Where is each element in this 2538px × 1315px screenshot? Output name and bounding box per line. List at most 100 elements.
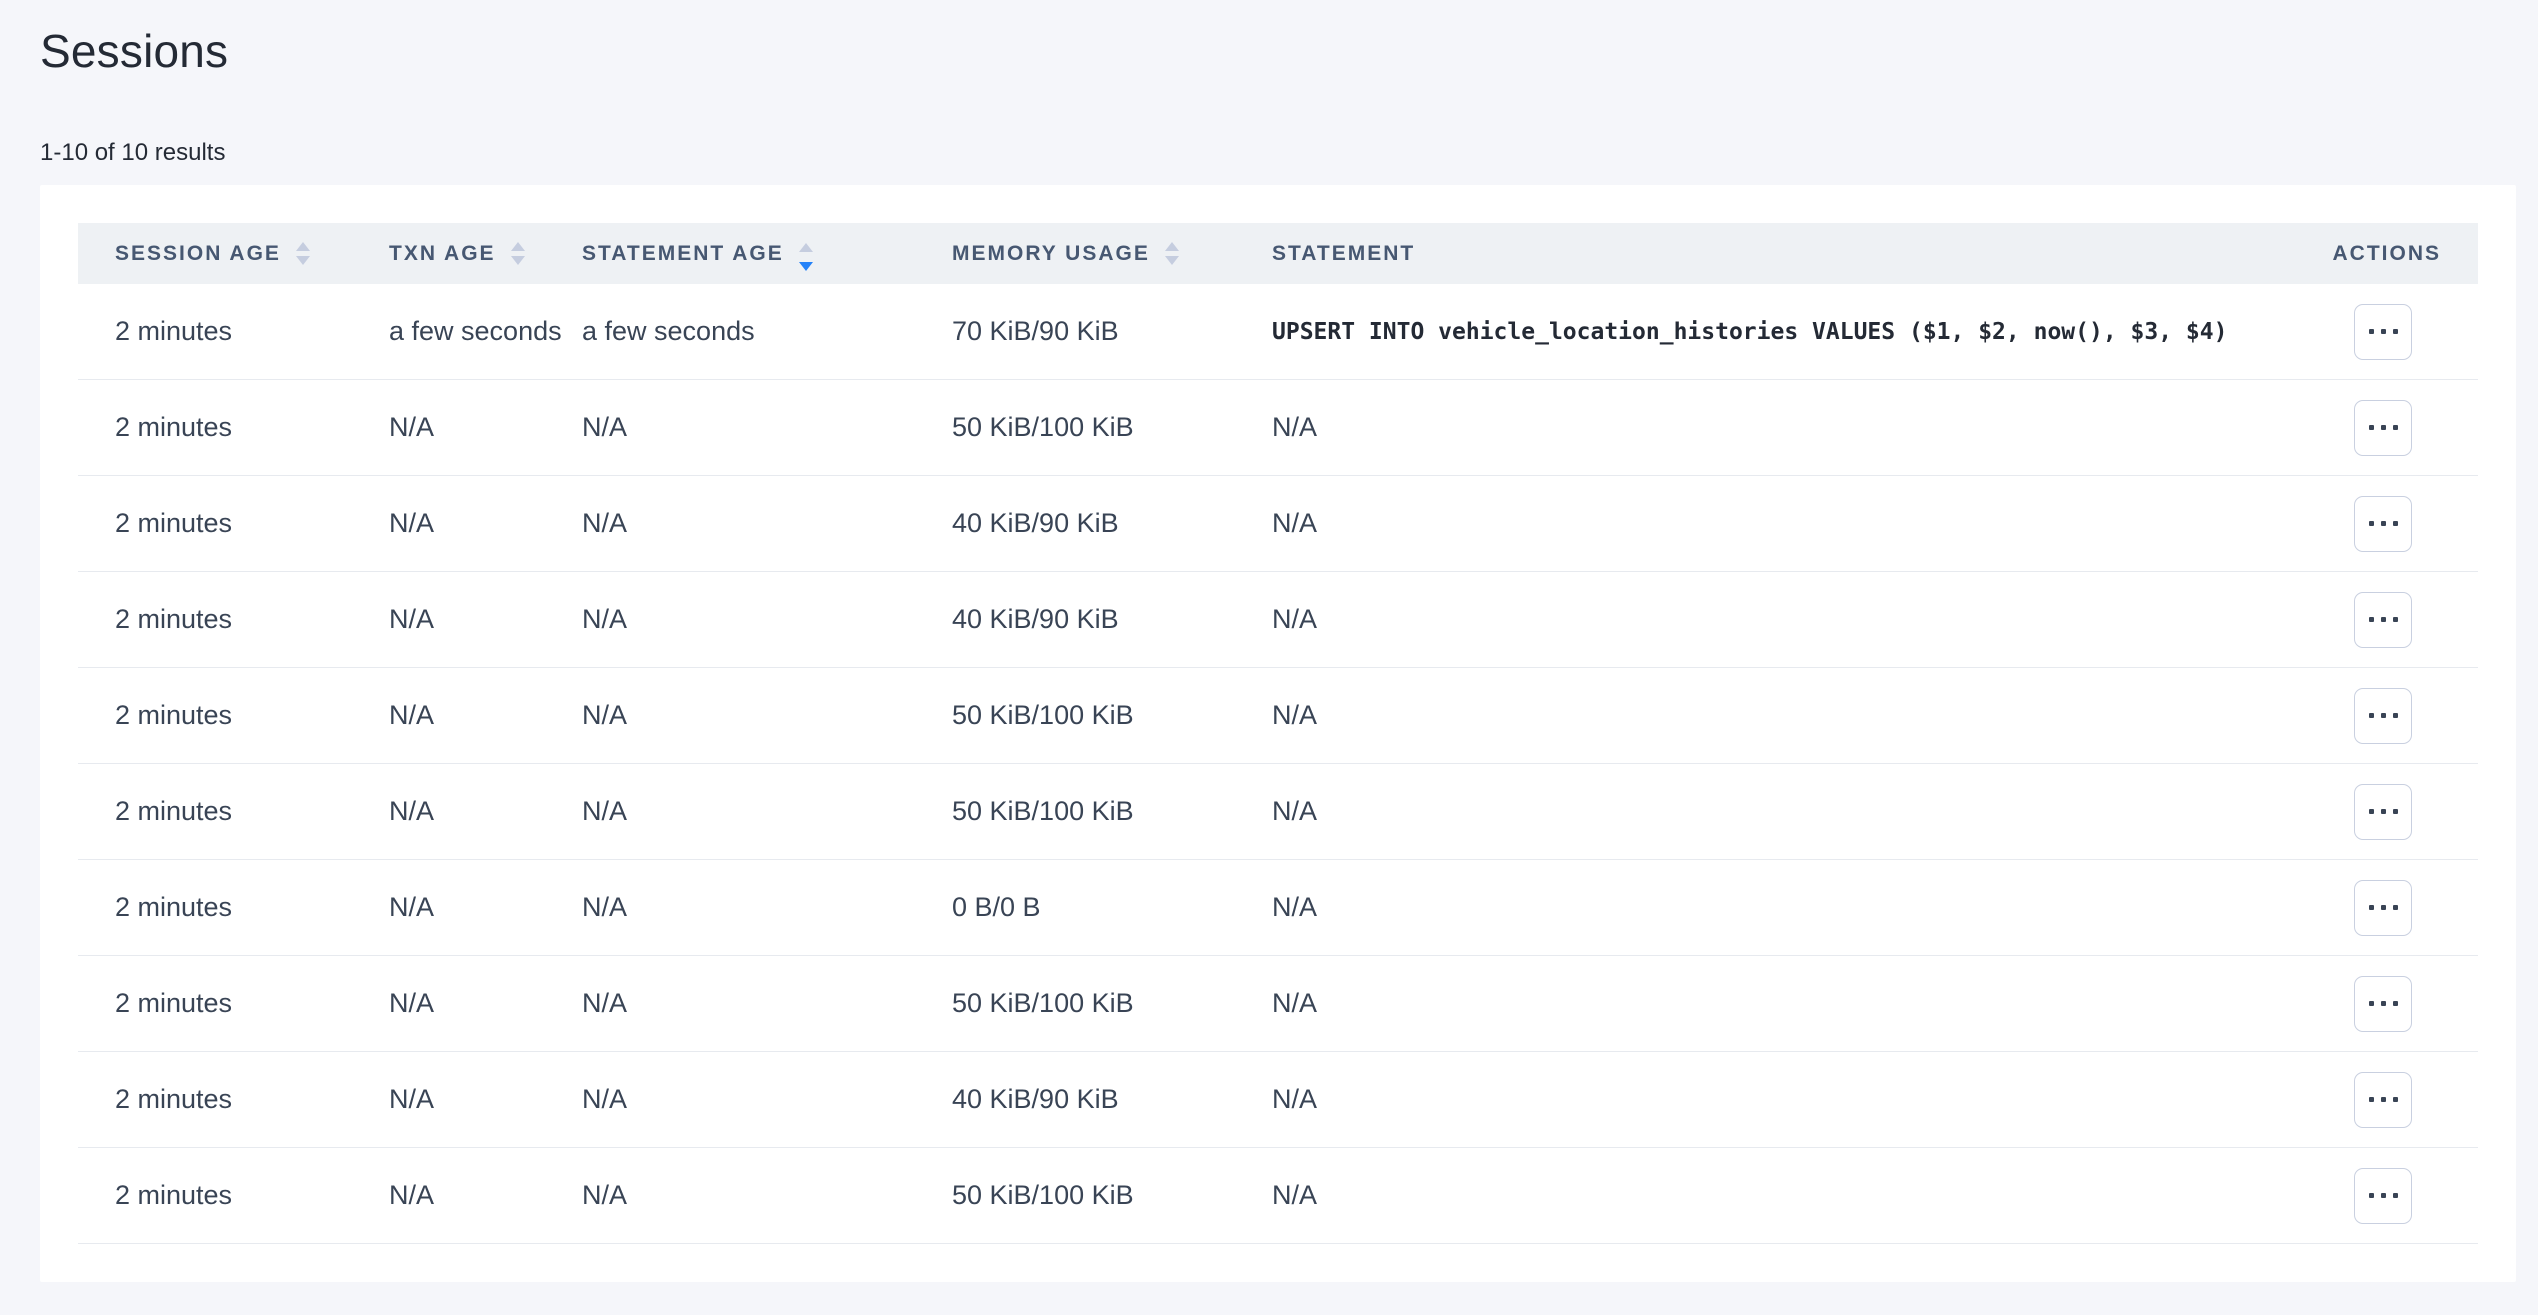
- cell-txn-age: a few seconds: [389, 316, 562, 346]
- ellipsis-icon: [2392, 329, 2398, 334]
- cell-statement: N/A: [1272, 1084, 1318, 1114]
- cell-session-age: 2 minutes: [115, 700, 233, 730]
- cell-txn-age: N/A: [389, 1180, 435, 1210]
- ellipsis-icon: [2380, 1097, 2386, 1102]
- ellipsis-icon: [2368, 713, 2374, 718]
- table-body: 2 minutes a few seconds a few seconds 70…: [78, 284, 2478, 1244]
- table-row: 2 minutes N/A N/A 40 KiB/90 KiB N/A: [78, 476, 2478, 572]
- table-row: 2 minutes a few seconds a few seconds 70…: [78, 284, 2478, 380]
- ellipsis-icon: [2368, 425, 2374, 430]
- ellipsis-icon: [2392, 713, 2398, 718]
- table-row: 2 minutes N/A N/A 50 KiB/100 KiB N/A: [78, 764, 2478, 860]
- cell-session-age: 2 minutes: [115, 412, 233, 442]
- table-row: 2 minutes N/A N/A 40 KiB/90 KiB N/A: [78, 1052, 2478, 1148]
- sessions-page: Sessions 1-10 of 10 results SESSION AGE …: [40, 25, 2516, 1282]
- cell-statement-age: N/A: [582, 1180, 628, 1210]
- cell-statement-age: N/A: [582, 700, 628, 730]
- ellipsis-icon: [2392, 1193, 2398, 1198]
- table-row: 2 minutes N/A N/A 50 KiB/100 KiB N/A: [78, 668, 2478, 764]
- cell-memory-usage: 40 KiB/90 KiB: [952, 1084, 1119, 1114]
- ellipsis-icon: [2380, 617, 2386, 622]
- cell-statement: UPSERT INTO vehicle_location_histories V…: [1272, 318, 2228, 345]
- column-header-session-age[interactable]: SESSION AGE: [115, 242, 389, 266]
- ellipsis-icon: [2380, 521, 2386, 526]
- column-header-statement-age[interactable]: STATEMENT AGE: [582, 240, 952, 271]
- cell-memory-usage: 50 KiB/100 KiB: [952, 1180, 1134, 1210]
- table-header-row: SESSION AGE TXN AGE STATEMENT AGE MEMORY…: [78, 223, 2478, 284]
- sort-arrows-icon[interactable]: [1164, 242, 1179, 265]
- session-actions-button[interactable]: [2354, 687, 2412, 744]
- sort-arrows-icon[interactable]: [798, 242, 813, 271]
- session-actions-button[interactable]: [2354, 495, 2412, 552]
- sort-arrows-icon[interactable]: [295, 242, 310, 265]
- ellipsis-icon: [2368, 1193, 2374, 1198]
- column-header-statement: STATEMENT: [1272, 242, 2248, 266]
- cell-session-age: 2 minutes: [115, 796, 233, 826]
- session-actions-button[interactable]: [2354, 879, 2412, 936]
- table-row: 2 minutes N/A N/A 50 KiB/100 KiB N/A: [78, 956, 2478, 1052]
- cell-statement: N/A: [1272, 604, 1318, 634]
- cell-statement: N/A: [1272, 700, 1318, 730]
- ellipsis-icon: [2392, 809, 2398, 814]
- cell-txn-age: N/A: [389, 412, 435, 442]
- cell-statement-age: N/A: [582, 508, 628, 538]
- cell-session-age: 2 minutes: [115, 1084, 233, 1114]
- ellipsis-icon: [2380, 809, 2386, 814]
- column-label: TXN AGE: [389, 241, 496, 265]
- ellipsis-icon: [2368, 905, 2374, 910]
- cell-session-age: 2 minutes: [115, 316, 233, 346]
- column-label: MEMORY USAGE: [952, 241, 1150, 265]
- table-row: 2 minutes N/A N/A 0 B/0 B N/A: [78, 860, 2478, 956]
- cell-txn-age: N/A: [389, 988, 435, 1018]
- session-actions-button[interactable]: [2354, 783, 2412, 840]
- session-actions-button[interactable]: [2354, 1071, 2412, 1128]
- ellipsis-icon: [2368, 329, 2374, 334]
- ellipsis-icon: [2380, 713, 2386, 718]
- session-actions-button[interactable]: [2354, 975, 2412, 1032]
- cell-memory-usage: 50 KiB/100 KiB: [952, 988, 1134, 1018]
- column-header-txn-age[interactable]: TXN AGE: [389, 242, 582, 266]
- ellipsis-icon: [2392, 521, 2398, 526]
- column-label: STATEMENT AGE: [582, 241, 784, 265]
- cell-statement-age: N/A: [582, 412, 628, 442]
- cell-session-age: 2 minutes: [115, 892, 233, 922]
- column-label: SESSION AGE: [115, 241, 281, 265]
- cell-statement: N/A: [1272, 892, 1318, 922]
- ellipsis-icon: [2368, 1001, 2374, 1006]
- cell-txn-age: N/A: [389, 892, 435, 922]
- cell-statement: N/A: [1272, 508, 1318, 538]
- cell-statement: N/A: [1272, 988, 1318, 1018]
- cell-txn-age: N/A: [389, 508, 435, 538]
- table-row: 2 minutes N/A N/A 50 KiB/100 KiB N/A: [78, 1148, 2478, 1244]
- cell-session-age: 2 minutes: [115, 1180, 233, 1210]
- session-actions-button[interactable]: [2354, 591, 2412, 648]
- column-header-memory-usage[interactable]: MEMORY USAGE: [952, 242, 1272, 266]
- sort-arrows-icon[interactable]: [510, 242, 525, 265]
- cell-statement-age: N/A: [582, 1084, 628, 1114]
- cell-statement-age: N/A: [582, 604, 628, 634]
- cell-memory-usage: 70 KiB/90 KiB: [952, 316, 1119, 346]
- ellipsis-icon: [2380, 329, 2386, 334]
- ellipsis-icon: [2392, 1001, 2398, 1006]
- cell-memory-usage: 50 KiB/100 KiB: [952, 412, 1134, 442]
- column-header-actions: ACTIONS: [2248, 242, 2441, 266]
- session-actions-button[interactable]: [2354, 399, 2412, 456]
- cell-txn-age: N/A: [389, 1084, 435, 1114]
- cell-memory-usage: 0 B/0 B: [952, 892, 1041, 922]
- cell-memory-usage: 40 KiB/90 KiB: [952, 604, 1119, 634]
- cell-memory-usage: 40 KiB/90 KiB: [952, 508, 1119, 538]
- table-row: 2 minutes N/A N/A 40 KiB/90 KiB N/A: [78, 572, 2478, 668]
- cell-statement-age: N/A: [582, 796, 628, 826]
- ellipsis-icon: [2368, 1097, 2374, 1102]
- cell-memory-usage: 50 KiB/100 KiB: [952, 700, 1134, 730]
- session-actions-button[interactable]: [2354, 1167, 2412, 1224]
- sessions-table-card: SESSION AGE TXN AGE STATEMENT AGE MEMORY…: [40, 185, 2516, 1282]
- page-title: Sessions: [40, 25, 229, 77]
- cell-statement-age: N/A: [582, 892, 628, 922]
- ellipsis-icon: [2380, 905, 2386, 910]
- cell-statement: N/A: [1272, 1180, 1318, 1210]
- column-label: ACTIONS: [2332, 241, 2441, 265]
- cell-statement-age: a few seconds: [582, 316, 755, 346]
- session-actions-button[interactable]: [2354, 303, 2412, 360]
- cell-statement: N/A: [1272, 796, 1318, 826]
